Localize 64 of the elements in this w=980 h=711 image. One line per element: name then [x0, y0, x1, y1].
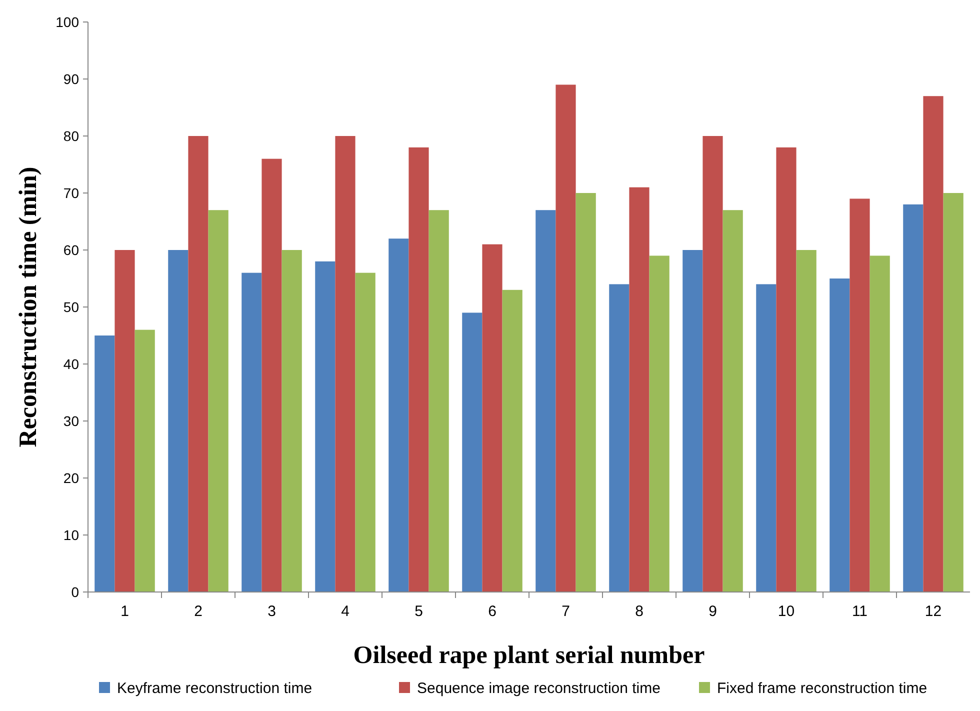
bar	[649, 256, 670, 592]
legend-label: Keyframe reconstruction time	[117, 680, 312, 697]
x-tick-label: 8	[635, 603, 644, 620]
bar	[629, 187, 650, 592]
bar	[114, 250, 135, 592]
bar	[702, 136, 723, 592]
y-tick-label: 100	[56, 14, 80, 30]
legend-label: Sequence image reconstruction time	[417, 680, 660, 697]
bar	[536, 210, 556, 592]
bar	[335, 136, 356, 592]
x-tick-label: 2	[194, 603, 202, 620]
bar	[609, 284, 630, 592]
bar	[903, 204, 924, 592]
bar	[830, 278, 850, 592]
bar	[355, 272, 376, 592]
bar	[282, 250, 302, 592]
y-tick-label: 10	[63, 526, 80, 543]
y-tick-label: 60	[63, 242, 80, 258]
bar	[943, 193, 964, 592]
bar	[462, 312, 482, 592]
y-tick-label: 80	[63, 128, 80, 144]
bar	[482, 244, 502, 592]
bar	[315, 261, 336, 592]
bar	[242, 272, 262, 592]
x-tick-label: 12	[924, 603, 942, 620]
y-tick-label: 70	[63, 184, 80, 201]
bar	[776, 147, 796, 592]
x-tick-label: 3	[268, 603, 276, 620]
x-tick-label: 10	[778, 603, 795, 620]
x-tick-label: 6	[488, 603, 496, 620]
bar	[134, 330, 155, 592]
bar	[576, 193, 596, 592]
x-tick-label: 4	[341, 603, 350, 620]
bar	[870, 256, 890, 592]
bar	[168, 250, 188, 592]
bar	[756, 284, 776, 592]
bar	[682, 250, 703, 592]
bar	[428, 210, 449, 592]
bar	[408, 147, 429, 592]
x-tick-label: 11	[852, 603, 868, 620]
bar	[188, 136, 208, 592]
legend-label: Fixed frame reconstruction time	[717, 680, 928, 697]
y-tick-label: 50	[63, 298, 80, 315]
bar	[262, 158, 282, 592]
y-axis-title: Reconstruction time (min)	[15, 166, 42, 448]
y-tick-label: 40	[63, 356, 80, 372]
x-axis-title: Oilseed rape plant serial number	[353, 642, 705, 669]
bar	[208, 210, 228, 592]
bar	[722, 210, 743, 592]
bar	[923, 96, 944, 592]
y-tick-label: 30	[63, 412, 80, 429]
y-tick-label: 0	[71, 584, 80, 600]
bar	[556, 84, 576, 592]
y-tick-label: 20	[63, 470, 80, 486]
x-tick-label: 7	[562, 603, 570, 620]
bar	[796, 250, 816, 592]
bar	[502, 290, 522, 592]
y-tick-label: 90	[63, 70, 80, 87]
bar	[850, 198, 870, 592]
bar	[388, 238, 409, 592]
bar	[94, 336, 115, 592]
x-tick-label: 1	[120, 603, 129, 620]
x-tick-label: 5	[414, 603, 423, 620]
x-tick-label: 9	[708, 603, 717, 620]
